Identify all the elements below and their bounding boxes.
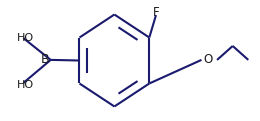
Text: O: O bbox=[203, 53, 213, 66]
Text: HO: HO bbox=[17, 33, 34, 42]
Text: F: F bbox=[153, 6, 159, 19]
Text: HO: HO bbox=[17, 80, 34, 90]
Text: B: B bbox=[41, 53, 50, 66]
